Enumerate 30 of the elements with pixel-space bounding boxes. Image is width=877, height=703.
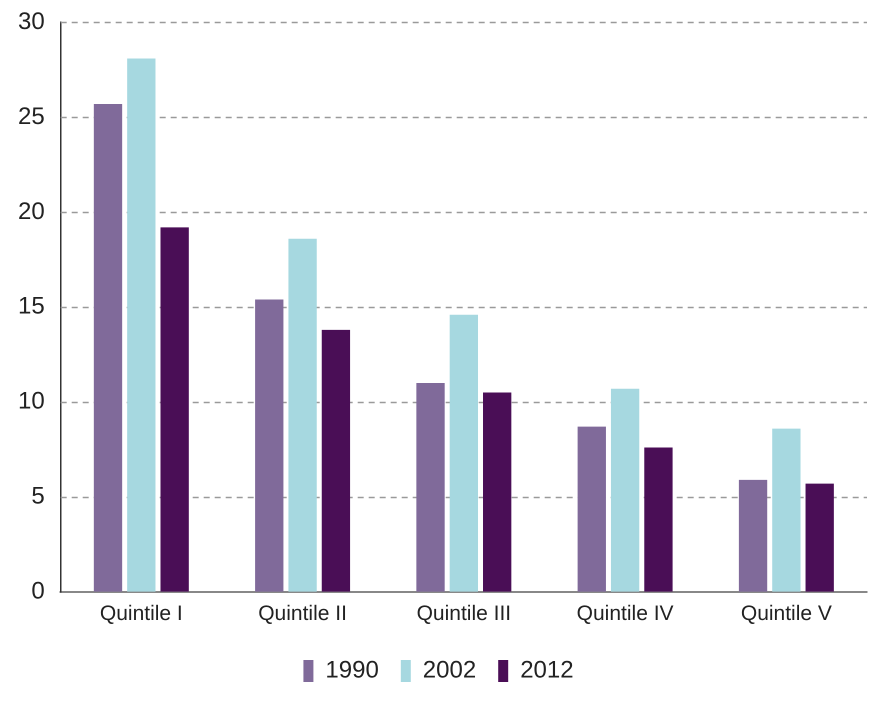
x-tick-label: Quintile I: [100, 602, 183, 626]
bar: [483, 392, 512, 592]
y-tick-label: 30: [18, 8, 45, 36]
legend-label: 1990: [325, 656, 379, 684]
x-tick-label: Quintile IV: [576, 602, 674, 626]
bar: [322, 330, 350, 592]
bar: [772, 428, 801, 592]
bar: [94, 104, 122, 592]
y-tick-label: 20: [18, 198, 45, 225]
bar: [450, 314, 478, 592]
x-tick-label: Quintile III: [416, 602, 512, 626]
y-tick-label: 10: [18, 388, 45, 415]
legend-label: 2012: [520, 656, 574, 684]
bar: [160, 227, 189, 592]
bar: [255, 300, 284, 592]
bar: [806, 484, 834, 592]
y-tick-label: 15: [18, 292, 45, 320]
bar: [578, 426, 606, 592]
legend-label: 2002: [422, 656, 476, 684]
bar: [127, 58, 156, 592]
bar: [416, 383, 445, 592]
x-tick-label: Quintile II: [258, 602, 347, 626]
bar: [738, 480, 768, 592]
y-tick-label: 5: [31, 482, 45, 510]
bar: [610, 388, 640, 592]
bar: [288, 238, 317, 592]
y-tick-label: 25: [18, 102, 45, 130]
x-tick-label: Quintile V: [740, 602, 832, 626]
y-tick-label: 0: [31, 577, 45, 604]
bar: [644, 448, 673, 592]
